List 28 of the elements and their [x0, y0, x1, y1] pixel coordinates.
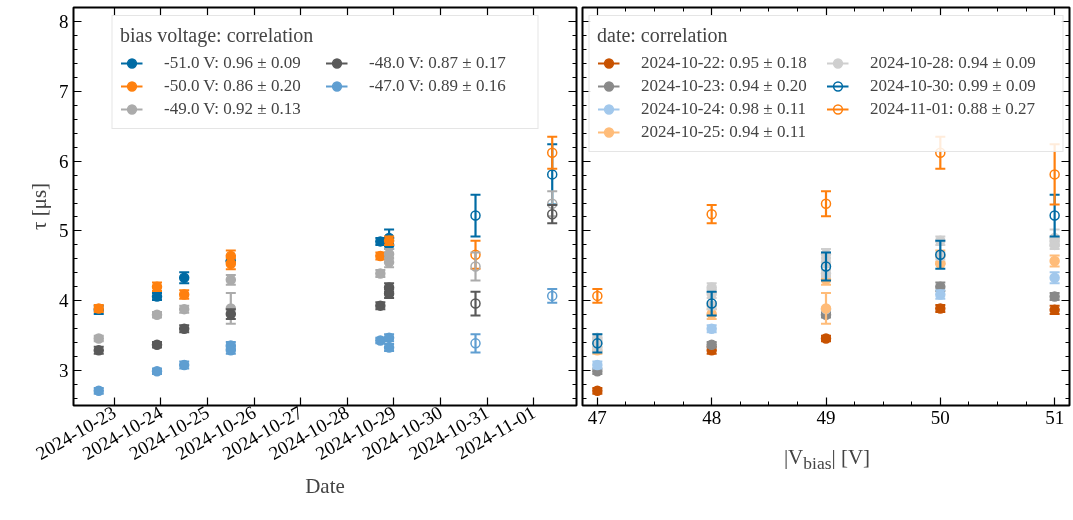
y-tick-label: 6: [59, 150, 69, 172]
y-tick-label: 5: [59, 220, 69, 242]
legend-label: -48.0 V: 0.87 ± 0.17: [369, 52, 507, 74]
legend-label: 2024-10-25: 0.94 ± 0.11: [641, 121, 807, 143]
legend-title: date: correlation: [597, 24, 729, 47]
legend-label: -49.0 V: 0.92 ± 0.13: [164, 98, 302, 120]
x-tick-label: 48: [702, 406, 722, 428]
legend-label: 2024-10-30: 0.99 ± 0.09: [870, 75, 1037, 97]
legend-title: bias voltage: correlation: [120, 24, 315, 47]
y-tick-label: 4: [59, 290, 69, 312]
legend-label: 2024-10-28: 0.94 ± 0.09: [870, 52, 1037, 74]
legend-label: 2024-11-01: 0.88 ± 0.27: [870, 98, 1036, 120]
x-tick-label: 47: [587, 406, 607, 428]
y-axis-title: τ [μs]: [27, 182, 51, 231]
legend-label: 2024-10-22: 0.95 ± 0.18: [641, 52, 808, 74]
legend-label: 2024-10-23: 0.94 ± 0.20: [641, 75, 808, 97]
legend-label: -51.0 V: 0.96 ± 0.09: [164, 52, 302, 74]
y-tick-label: 3: [59, 360, 69, 382]
y-tick-label: 8: [59, 10, 69, 32]
x-tick-label: 50: [930, 406, 950, 428]
x-tick-label: 49: [816, 406, 836, 428]
legend-label: -50.0 V: 0.86 ± 0.20: [164, 75, 302, 97]
x-axis-title: Date: [305, 474, 345, 499]
x-tick-label: 51: [1045, 406, 1065, 428]
legend-label: 2024-10-24: 0.98 ± 0.11: [641, 98, 807, 120]
y-tick-label: 7: [59, 80, 69, 102]
legend-label: -47.0 V: 0.89 ± 0.16: [369, 75, 507, 97]
x-axis-title: |V$_{bias}$| [V]: [783, 445, 871, 476]
